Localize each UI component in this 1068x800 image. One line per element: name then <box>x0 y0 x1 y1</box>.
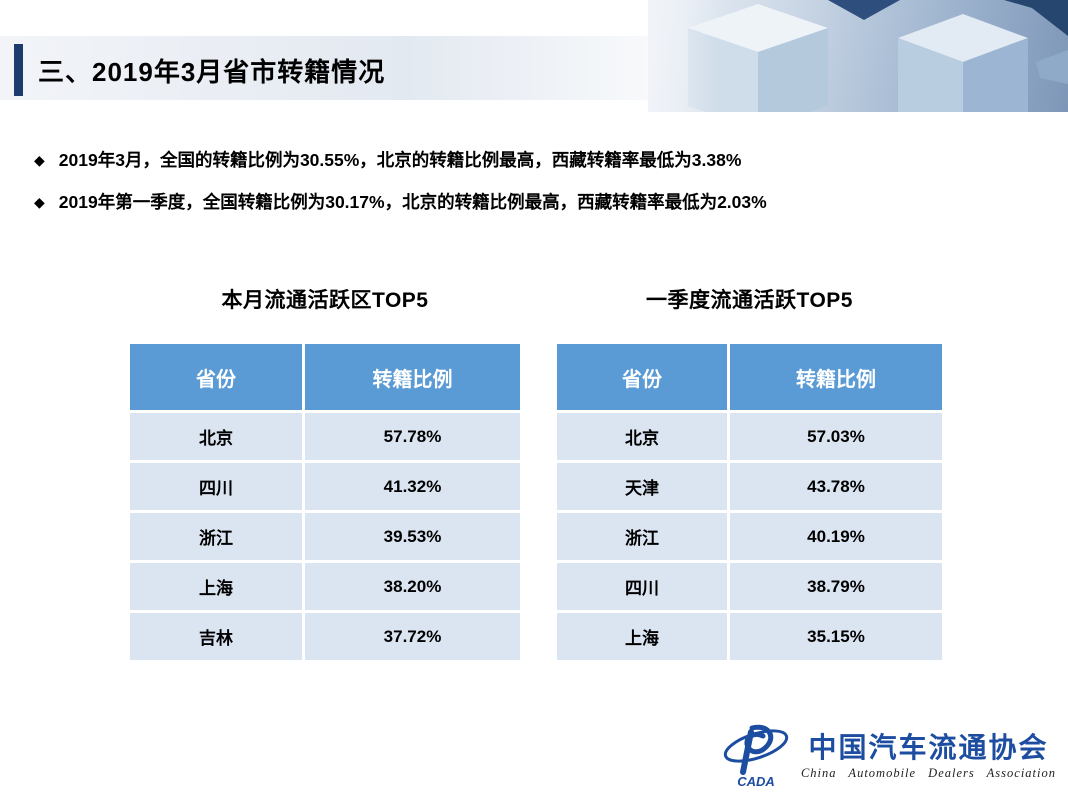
table-cell-ratio: 37.72% <box>305 613 520 660</box>
table-cell-ratio: 39.53% <box>305 513 520 560</box>
title-background-band <box>0 36 740 100</box>
table-title-quarterly: 一季度流通活跃TOP5 <box>646 289 853 312</box>
bullet-item: ◆ 2019年3月，全国的转籍比例为30.55%，北京的转籍比例最高，西藏转籍率… <box>34 148 1034 173</box>
table-cell-ratio: 38.20% <box>305 563 520 610</box>
header-band: 三、2019年3月省市转籍情况 <box>0 0 1068 112</box>
column-header-ratio: 转籍比例 <box>305 344 520 410</box>
table-cell-province: 吉林 <box>130 613 302 660</box>
cada-logo: CADA 中国汽车流通协会 China Automobile Dealers A… <box>719 722 1056 790</box>
table-cell-province: 上海 <box>557 613 727 660</box>
bullet-item: ◆ 2019年第一季度，全国转籍比例为30.17%，北京的转籍比例最高，西藏转籍… <box>34 190 1034 215</box>
cada-logo-icon: CADA <box>723 724 789 789</box>
column-header-province: 省份 <box>557 344 727 410</box>
table-cell-ratio: 43.78% <box>730 463 942 510</box>
diamond-bullet-icon: ◆ <box>34 194 45 210</box>
bullet-text: 2019年3月，全国的转籍比例为30.55%，北京的转籍比例最高，西藏转籍率最低… <box>58 150 742 170</box>
table-cell-ratio: 57.78% <box>305 413 520 460</box>
column-header-ratio: 转籍比例 <box>730 344 942 410</box>
quarterly-top5-table: 省份 转籍比例 北京 57.03% 天津 43.78% 浙江 40.19% 四川… <box>557 344 942 660</box>
table-cell-ratio: 40.19% <box>730 513 942 560</box>
monthly-top5-table: 省份 转籍比例 北京 57.78% 四川 41.32% 浙江 39.53% 上海… <box>130 344 520 660</box>
page-title: 三、2019年3月省市转籍情况 <box>38 57 386 87</box>
table-cell-province: 浙江 <box>557 513 727 560</box>
table-cell-ratio: 35.15% <box>730 613 942 660</box>
header-photo <box>648 0 1068 112</box>
cada-abbr-label: CADA <box>737 774 775 789</box>
table-cell-province: 四川 <box>557 563 727 610</box>
title-accent-bar <box>14 44 23 96</box>
table-cell-province: 上海 <box>130 563 302 610</box>
table-cell-ratio: 41.32% <box>305 463 520 510</box>
logo-text-cn: 中国汽车流通协会 <box>808 730 1049 764</box>
table-cell-province: 四川 <box>130 463 302 510</box>
table-cell-province: 北京 <box>557 413 727 460</box>
cubes-decoration-icon <box>648 0 1068 112</box>
bullet-list: ◆ 2019年3月，全国的转籍比例为30.55%，北京的转籍比例最高，西藏转籍率… <box>34 148 1034 232</box>
table-cell-ratio: 57.03% <box>730 413 942 460</box>
diamond-bullet-icon: ◆ <box>34 152 45 168</box>
table-cell-province: 北京 <box>130 413 302 460</box>
table-cell-ratio: 38.79% <box>730 563 942 610</box>
bullet-text: 2019年第一季度，全国转籍比例为30.17%，北京的转籍比例最高，西藏转籍率最… <box>58 192 767 212</box>
quarterly-top5-section: 一季度流通活跃TOP5 省份 转籍比例 北京 57.03% 天津 43.78% … <box>557 288 942 660</box>
table-cell-province: 天津 <box>557 463 727 510</box>
column-header-province: 省份 <box>130 344 302 410</box>
monthly-top5-section: 本月流通活跃区TOP5 省份 转籍比例 北京 57.78% 四川 41.32% … <box>130 288 520 660</box>
logo-text-en: China Automobile Dealers Association <box>800 765 1056 780</box>
table-title-monthly: 本月流通活跃区TOP5 <box>221 289 429 312</box>
logo-text-block: 中国汽车流通协会 China Automobile Dealers Associ… <box>800 730 1056 781</box>
table-cell-province: 浙江 <box>130 513 302 560</box>
